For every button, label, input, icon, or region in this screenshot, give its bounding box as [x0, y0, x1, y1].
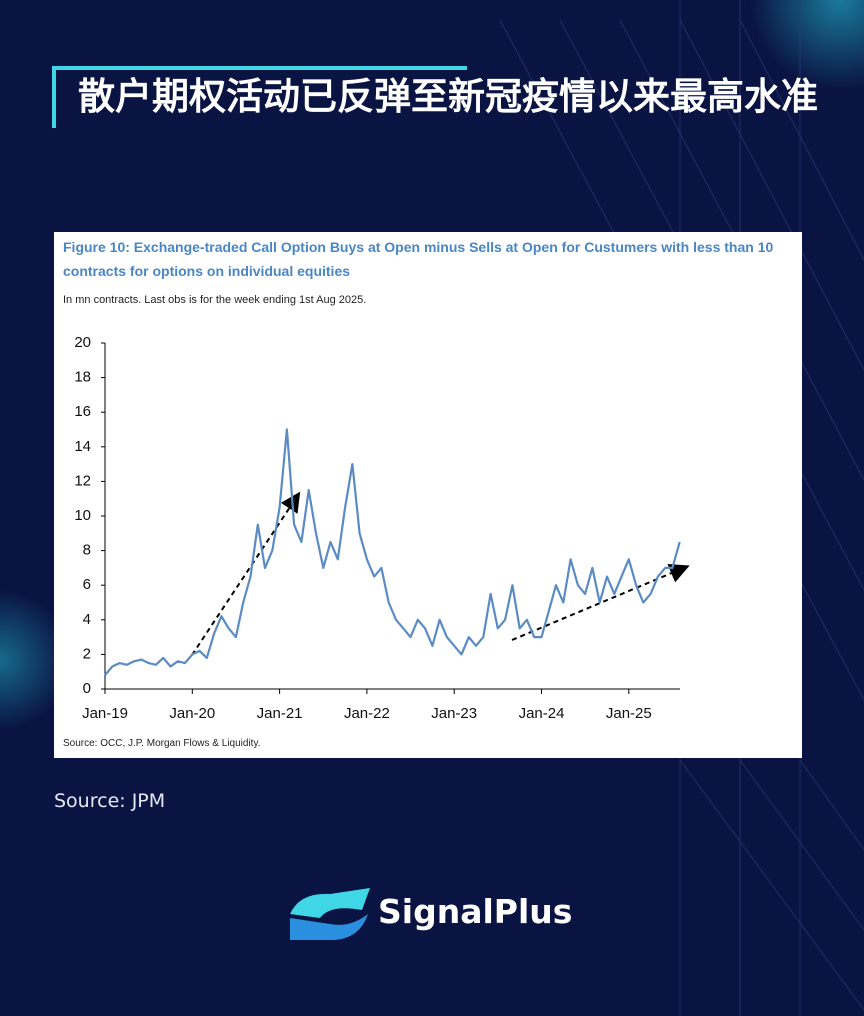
y-tick-label: 4 [83, 611, 91, 628]
y-tick-label: 0 [83, 680, 91, 697]
x-tick-label: Jan-20 [169, 705, 215, 722]
y-tick-label: 18 [74, 369, 91, 386]
brand-name: SignalPlus [378, 892, 573, 931]
y-tick-label: 12 [74, 472, 91, 489]
x-tick-label: Jan-21 [257, 705, 303, 722]
x-tick-label: Jan-25 [606, 705, 652, 722]
y-tick-label: 10 [74, 507, 91, 524]
chart-subtitle: In mn contracts. Last obs is for the wee… [63, 294, 367, 306]
header-accent [52, 66, 467, 70]
trend-arrow [511, 563, 690, 641]
y-tick-label: 20 [74, 334, 91, 351]
trend-arrow [191, 491, 301, 656]
header-title: 散户期权活动已反弹至新冠疫情以来最高水准 [52, 66, 838, 128]
brand-logo [290, 888, 370, 940]
y-tick-label: 6 [83, 576, 91, 593]
chart-source: Source: OCC, J.P. Morgan Flows & Liquidi… [63, 738, 261, 749]
source-note: Source: JPM [54, 790, 166, 812]
x-tick-label: Jan-23 [431, 705, 477, 722]
data-line [104, 428, 681, 676]
y-tick-label: 14 [74, 438, 91, 455]
chart-title: Figure 10: Exchange-traded Call Option B… [63, 239, 774, 279]
x-tick-label: Jan-24 [519, 705, 565, 722]
y-tick-label: 16 [74, 403, 91, 420]
y-tick-label: 8 [83, 542, 91, 559]
y-tick-label: 2 [83, 645, 91, 662]
chart-card: 0 2 4 6 8 10 12 14 16 18 20 Jan-19 Jan-20 Jan-21 Jan-2… [54, 232, 802, 758]
chart: 0 2 4 6 8 10 12 14 16 18 20 Jan-19 Jan-20 Jan-21 Jan-2… [74, 334, 690, 722]
x-tick-label: Jan-19 [82, 705, 128, 722]
x-tick-label: Jan-22 [344, 705, 390, 722]
